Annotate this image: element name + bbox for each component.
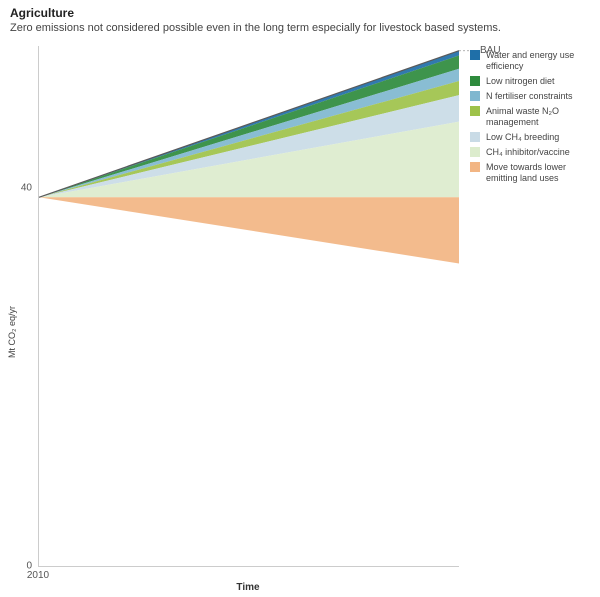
chart-subtitle: Zero emissions not considered possible e… [10, 22, 501, 34]
legend-label: Water and energy use efficiency [486, 50, 590, 72]
legend-swatch [470, 50, 480, 60]
legend-label: Animal waste N₂O management [486, 106, 590, 128]
legend-label: CH₄ inhibitor/vaccine [486, 147, 590, 158]
chart-title: Agriculture [10, 6, 74, 20]
chart-container: Agriculture Zero emissions not considere… [0, 0, 600, 597]
x-axis-title: Time [236, 582, 259, 593]
legend-label: Move towards lower emitting land uses [486, 162, 590, 184]
legend: Water and energy use efficiency Low nitro… [470, 50, 590, 188]
legend-label: N fertiliser constraints [486, 91, 590, 102]
legend-swatch [470, 162, 480, 172]
area-chart-svg [39, 46, 459, 566]
legend-swatch [470, 132, 480, 142]
legend-swatch [470, 147, 480, 157]
legend-label: Low CH₄ breeding [486, 132, 590, 143]
legend-item-land_uses: Move towards lower emitting land uses [470, 162, 590, 184]
legend-item-animal_waste: Animal waste N₂O management [470, 106, 590, 128]
x-tick-label: 2010 [27, 570, 49, 581]
legend-swatch [470, 91, 480, 101]
series-land_uses [39, 197, 459, 263]
legend-label: Low nitrogen diet [486, 76, 590, 87]
legend-swatch [470, 76, 480, 86]
legend-item-low_nitrogen: Low nitrogen diet [470, 76, 590, 87]
y-tick-label: 40 [0, 182, 32, 193]
legend-item-water_energy: Water and energy use efficiency [470, 50, 590, 72]
legend-item-low_ch4_breed: Low CH₄ breeding [470, 132, 590, 143]
plot-area [38, 46, 459, 567]
legend-item-ch4_inhibitor: CH₄ inhibitor/vaccine [470, 147, 590, 158]
legend-item-n_fertiliser: N fertiliser constraints [470, 91, 590, 102]
y-axis-title: Mt CO₂ eq/yr [7, 306, 17, 358]
legend-swatch [470, 106, 480, 116]
